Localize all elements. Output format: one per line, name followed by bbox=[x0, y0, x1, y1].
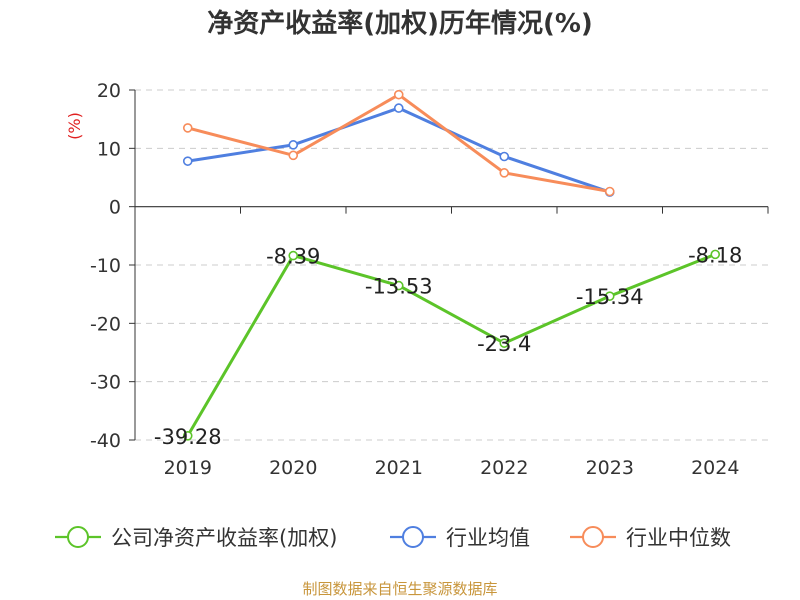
x-tick-label: 2021 bbox=[375, 457, 423, 479]
data-point[interactable] bbox=[604, 291, 615, 301]
data-point[interactable] bbox=[499, 168, 510, 178]
y-tick-label: 0 bbox=[109, 197, 121, 219]
data-point[interactable] bbox=[288, 150, 299, 161]
grid-lines bbox=[135, 89, 768, 441]
data-point[interactable] bbox=[393, 280, 404, 291]
data-point[interactable] bbox=[182, 156, 193, 166]
legend-item[interactable]: 行业均值 bbox=[390, 526, 530, 550]
legend-item[interactable]: 公司净资产收益率(加权) bbox=[55, 526, 337, 550]
data-point[interactable] bbox=[710, 249, 721, 260]
data-point[interactable] bbox=[604, 186, 615, 197]
source-note: 制图数据来自恒生聚源数据库 bbox=[302, 580, 497, 598]
data-point[interactable] bbox=[393, 103, 404, 113]
data-label: -23.4 bbox=[477, 332, 531, 356]
legend[interactable]: 公司净资产收益率(加权) 行业均值 行业中位数 bbox=[55, 526, 731, 550]
legend-label: 行业均值 bbox=[446, 526, 530, 550]
chart-title: 净资产收益率(加权)历年情况(%) bbox=[207, 8, 593, 39]
data-label: -15.34 bbox=[576, 285, 644, 309]
data-labels: -39.28 -8.39 -13.53 -23.4 -15.34 -8.18 bbox=[154, 243, 743, 448]
y-tick-label: 10 bbox=[97, 138, 121, 160]
data-point[interactable] bbox=[499, 151, 510, 162]
x-tick-label: 2020 bbox=[269, 457, 317, 479]
x-tick-label: 2024 bbox=[691, 457, 739, 479]
x-tick-label: 2022 bbox=[480, 457, 528, 479]
legend-marker bbox=[582, 526, 604, 548]
y-tick-label: 20 bbox=[97, 80, 121, 102]
data-label: -39.28 bbox=[154, 425, 222, 449]
data-label: -8.18 bbox=[688, 243, 742, 267]
data-label: -13.53 bbox=[365, 275, 433, 299]
legend-item[interactable]: 行业中位数 bbox=[570, 526, 731, 550]
y-axis-unit-label: (%) bbox=[65, 112, 84, 140]
data-point[interactable] bbox=[393, 89, 404, 100]
legend-marker bbox=[67, 526, 89, 548]
legend-marker bbox=[402, 526, 424, 548]
series-lines bbox=[182, 89, 721, 441]
data-point[interactable] bbox=[288, 250, 299, 261]
data-label: -8.39 bbox=[266, 245, 320, 269]
series-line bbox=[186, 252, 716, 437]
data-point[interactable] bbox=[182, 430, 193, 441]
legend-label: 行业中位数 bbox=[626, 526, 731, 550]
y-tick-label: -10 bbox=[90, 255, 121, 277]
data-point[interactable] bbox=[499, 338, 510, 348]
x-tick-label: 2023 bbox=[586, 457, 634, 479]
data-point[interactable] bbox=[288, 140, 299, 150]
y-tick-label: -30 bbox=[90, 372, 121, 394]
axes: 20 10 0 -10 -20 -30 -40 2019 2020 2021 2022 2023 202… bbox=[90, 80, 769, 479]
x-tick-label: 2019 bbox=[164, 457, 212, 479]
y-tick-label: -20 bbox=[90, 313, 121, 335]
data-point[interactable] bbox=[182, 123, 193, 133]
legend-label: 公司净资产收益率(加权) bbox=[111, 526, 337, 550]
y-tick-label: -40 bbox=[90, 430, 121, 452]
